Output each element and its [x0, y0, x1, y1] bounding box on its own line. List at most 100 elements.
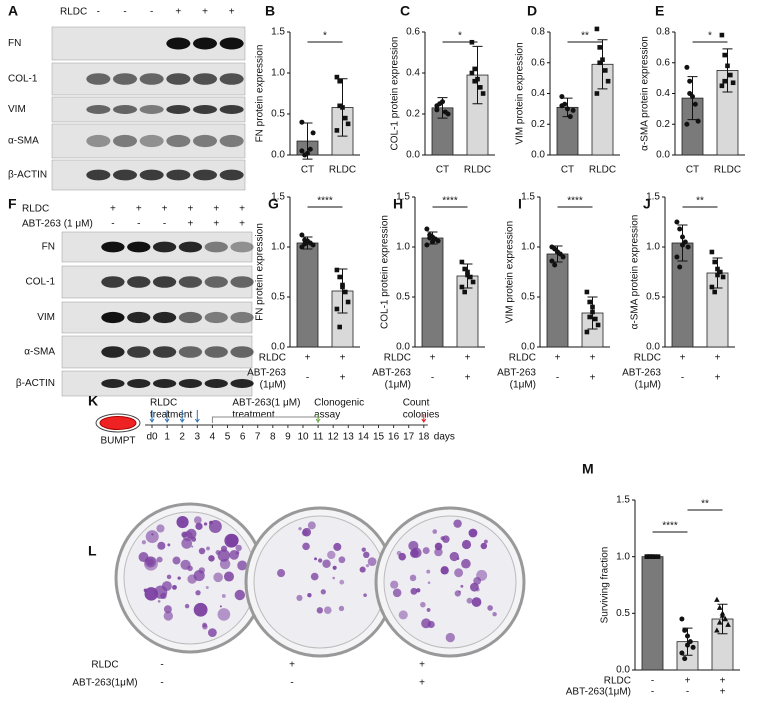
x-tick-label: CT	[686, 165, 699, 176]
data-point	[587, 314, 592, 320]
y-tick-label: 1.0	[616, 551, 630, 562]
blot-band	[193, 169, 217, 181]
significance-label: *	[708, 31, 712, 42]
blot-label: FN	[8, 38, 21, 49]
data-point	[337, 324, 342, 330]
data-point	[478, 85, 483, 90]
bar	[641, 556, 664, 671]
colony	[141, 540, 147, 545]
blot-band	[193, 73, 217, 85]
data-point	[459, 259, 465, 265]
data-point	[674, 219, 680, 225]
data-point	[307, 146, 313, 152]
x-row-sign: +	[720, 687, 726, 698]
data-point	[690, 644, 696, 650]
x-tick-label: RLDC	[464, 165, 491, 176]
blot-band	[204, 311, 228, 324]
blot-band	[101, 276, 125, 288]
y-tick-label: 1.5	[271, 27, 285, 38]
data-point	[684, 64, 690, 70]
data-point	[725, 63, 730, 69]
blot-band	[86, 134, 111, 148]
data-point	[647, 554, 652, 559]
blot-band	[178, 346, 203, 358]
x-row-label: RLDC	[384, 353, 411, 364]
colony	[213, 572, 223, 583]
condition-sign: -	[123, 7, 126, 18]
panel-letter: A	[8, 3, 18, 19]
x-row-sign: +	[680, 353, 686, 364]
colony	[421, 618, 432, 629]
data-point	[685, 642, 690, 648]
blot-band	[101, 311, 125, 324]
y-tick-label: 0.0	[521, 342, 535, 353]
y-axis-label: COL-1 protein expression	[390, 37, 401, 151]
x-row-sign: +	[685, 676, 691, 687]
blot-band	[152, 241, 177, 253]
data-point	[594, 91, 600, 96]
blot-band	[86, 169, 111, 181]
x-tick-label: RLDC	[589, 165, 616, 176]
blot-band	[178, 241, 203, 253]
data-point	[687, 91, 693, 96]
colony	[453, 519, 462, 528]
colony	[390, 580, 399, 589]
day-label: 1	[164, 432, 170, 443]
colony	[172, 556, 181, 565]
data-point	[334, 74, 340, 80]
blot-label: β-ACTIN	[8, 170, 47, 181]
data-point	[345, 299, 351, 305]
bar	[296, 242, 319, 348]
x-row-sign: -	[651, 676, 654, 687]
colony	[237, 560, 248, 571]
colony	[234, 589, 246, 601]
condition-sign: -	[150, 7, 153, 18]
significance-label: ****	[442, 196, 458, 207]
blot-label: COL-1	[8, 74, 38, 85]
x-row-label: RLDC	[604, 676, 631, 687]
data-point	[593, 316, 598, 322]
blot-band	[139, 134, 164, 148]
data-point	[445, 111, 451, 117]
condition-label: RLDC	[22, 204, 49, 215]
colony	[307, 521, 316, 530]
data-point	[674, 254, 680, 260]
colony	[193, 569, 205, 582]
colony	[427, 581, 431, 585]
data-point	[687, 78, 693, 84]
data-point	[600, 57, 605, 62]
x-row-sign: -	[681, 373, 684, 384]
data-point	[434, 107, 440, 113]
y-tick-label: 0.5	[646, 292, 660, 303]
y-axis-label: α-SMA protein expression	[630, 215, 641, 330]
colony	[191, 536, 197, 542]
data-point	[709, 284, 715, 290]
x-row-sign: +	[590, 373, 596, 384]
y-axis-label: α-SMA protein expression	[640, 36, 651, 151]
bar	[546, 253, 569, 348]
blot-label: VIM	[8, 104, 26, 115]
colony	[461, 539, 472, 550]
data-point	[462, 289, 467, 295]
blot-band	[166, 73, 191, 85]
phase-label: treatment	[232, 410, 274, 421]
y-axis-label: VIM protein expression	[515, 42, 526, 144]
y-tick-label: 0.0	[396, 342, 410, 353]
blot-band	[101, 379, 125, 388]
data-point	[682, 627, 688, 633]
data-point	[305, 150, 310, 156]
x-row-sign: +	[340, 353, 346, 364]
day-label: 13	[343, 432, 355, 443]
condition-label: RLDC	[91, 660, 118, 671]
data-point	[716, 619, 723, 625]
day-label: 7	[255, 432, 261, 443]
blot-band	[113, 105, 137, 114]
colony	[483, 539, 488, 544]
x-row-label: (1μM)	[510, 380, 536, 391]
blot-band	[178, 379, 203, 388]
treatment-arrow	[194, 410, 200, 423]
y-tick-label: 0.5	[616, 608, 630, 619]
colony	[363, 593, 367, 598]
data-point	[587, 299, 592, 305]
data-point	[299, 232, 305, 238]
